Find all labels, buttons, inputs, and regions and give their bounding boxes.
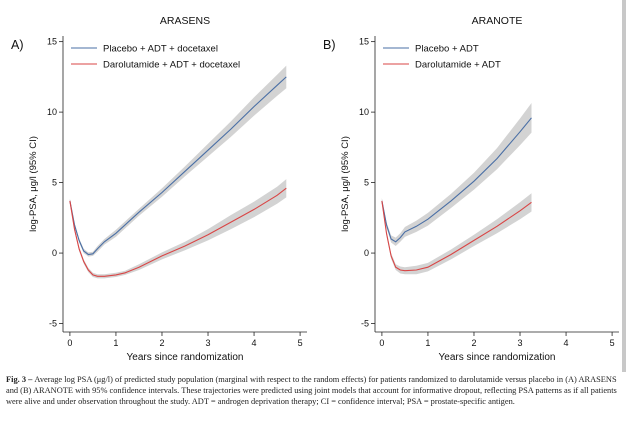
panel-a-x-tick-label: 4 (252, 338, 257, 348)
panel-a-series-line-0 (69, 76, 287, 256)
figure-caption: Fig. 3 – Average log PSA (μg/l) of predi… (6, 374, 620, 407)
panel-a-x-tick-label: 3 (206, 338, 211, 348)
panel-a-y-tick-label: 10 (47, 107, 57, 117)
panel-a-y-tick-label: 5 (52, 178, 57, 188)
panel-b-legend-label-1: Darolutamide + ADT (415, 60, 501, 71)
panel-a-y-tick-label: 0 (52, 248, 57, 258)
panel-a-ci-band-1 (69, 179, 287, 279)
panel-a-y-tick-label: -5 (49, 319, 57, 329)
panel-b-y-tick-label: 15 (359, 37, 369, 47)
panel-b-x-tick-label: 5 (610, 338, 615, 348)
panel-a-panel-label: A) (11, 38, 24, 52)
panel-b-legend-label-0: Placebo + ADT (415, 44, 479, 55)
panel-b-y-tick-label: 0 (364, 248, 369, 258)
panel-b-title: ARANOTE (472, 15, 523, 27)
panel-a-legend-label-0: Placebo + ADT + docetaxel (103, 44, 218, 55)
panel-a-y-tick-label: 15 (47, 37, 57, 47)
panel-a-x-tick-label: 2 (159, 338, 164, 348)
panel-b-y-tick-label: 5 (364, 178, 369, 188)
panel-b-x-tick-label: 0 (379, 338, 384, 348)
panel-a-x-tick-label: 1 (113, 338, 118, 348)
panel-b-x-tick-label: 4 (564, 338, 569, 348)
panel-b-x-tick-label: 3 (518, 338, 523, 348)
panel-a-x-label: Years since randomization (127, 352, 244, 363)
panel-b-series-line-1 (381, 200, 532, 272)
page-edge (622, 0, 626, 372)
panel-b-x-tick-label: 1 (425, 338, 430, 348)
panel-b-y-label: log-PSA, μg/l (95% CI) (340, 136, 351, 232)
caption-text: Average log PSA (μg/l) of predicted stud… (6, 375, 617, 406)
panel-b-y-tick-label: 10 (359, 107, 369, 117)
panel-b-series-line-0 (381, 117, 532, 243)
panel-a-title: ARASENS (160, 15, 210, 27)
caption-label: Fig. 3 – (6, 375, 33, 384)
panel-a-series-line-1 (69, 187, 287, 277)
panel-a-ci-band-0 (69, 65, 287, 257)
panel-a-y-label: log-PSA, μg/l (95% CI) (28, 136, 39, 232)
panel-b-x-label: Years since randomization (439, 352, 556, 363)
panel-b-ci-band-1 (381, 193, 532, 275)
panel-b-y-tick-label: -5 (361, 319, 369, 329)
panel-b-panel-label: B) (323, 38, 336, 52)
panel-a-x-tick-label: 5 (298, 338, 303, 348)
panel-b-x-tick-label: 2 (471, 338, 476, 348)
panel-a-legend-label-1: Darolutamide + ADT + docetaxel (103, 60, 240, 71)
panel-a-x-tick-label: 0 (67, 338, 72, 348)
